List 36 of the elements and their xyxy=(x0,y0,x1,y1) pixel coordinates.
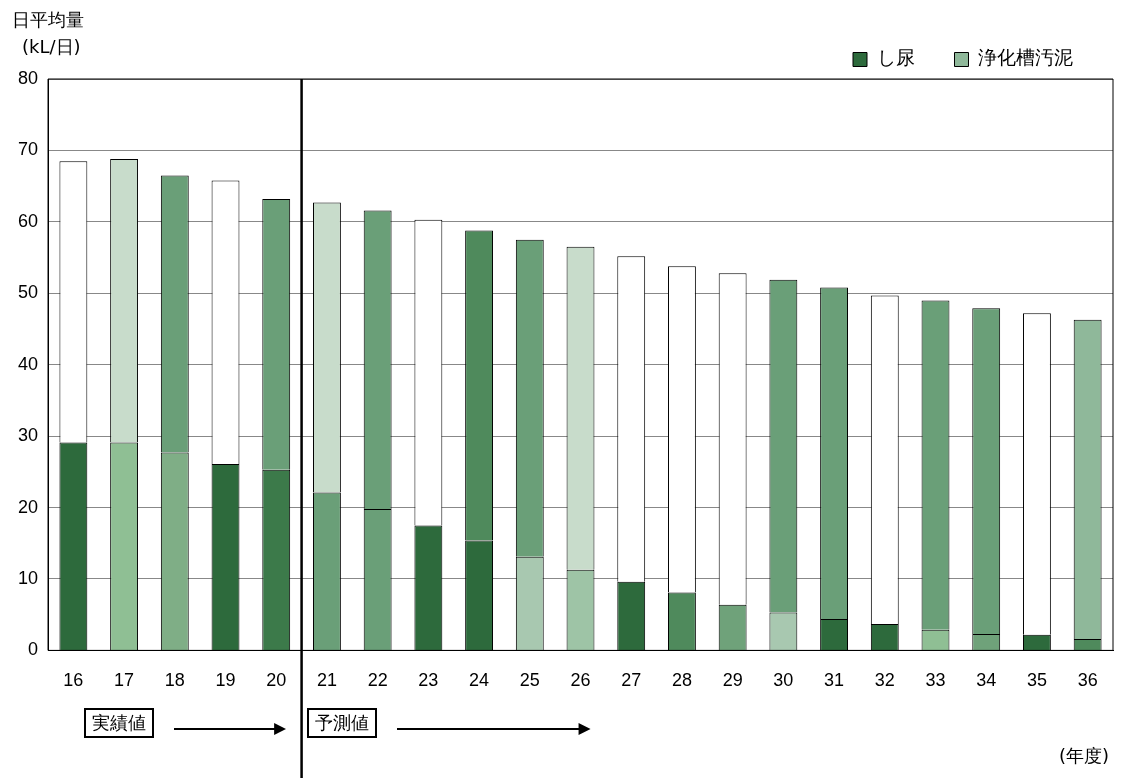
x-tick-label: 21 xyxy=(316,670,337,691)
x-tick-label: 23 xyxy=(418,670,439,691)
x-tick-label: 27 xyxy=(621,670,642,691)
x-tick-label: 19 xyxy=(215,670,236,691)
x-tick-label: 29 xyxy=(722,670,743,691)
x-tick-label: 16 xyxy=(63,670,84,691)
x-tick-label: 24 xyxy=(469,670,490,691)
legend-label: し尿 xyxy=(876,46,915,69)
x-tick-label: 30 xyxy=(773,670,794,691)
text: 予測値 xyxy=(306,708,377,738)
x-tick-label: 20 xyxy=(266,670,287,691)
x-tick-label: 32 xyxy=(874,670,895,691)
x-tick-label: 34 xyxy=(976,670,997,691)
x-tick-label: 18 xyxy=(164,670,185,691)
x-tick-label: 33 xyxy=(925,670,946,691)
y-tick-label: 80 xyxy=(17,67,39,88)
y-tick-label: 10 xyxy=(17,567,39,588)
legend-label: 浄化槽汚泥 xyxy=(978,46,1073,69)
y-tick-label: 60 xyxy=(17,210,39,231)
x-tick-label: 17 xyxy=(114,670,135,691)
x-tick-label: 26 xyxy=(570,670,591,691)
y-tick-label: 20 xyxy=(17,496,39,517)
x-tick-label: 22 xyxy=(367,670,388,691)
y-tick-label: 50 xyxy=(17,282,39,303)
y-tick-label: 30 xyxy=(17,425,39,446)
y-tick-label: 0 xyxy=(28,639,39,660)
y-tick-label: 40 xyxy=(17,353,39,374)
x-tick-label: 25 xyxy=(519,670,540,691)
y-axis-title: 日平均量 (kL/日) xyxy=(12,8,84,57)
x-tick-label: 31 xyxy=(824,670,845,691)
text: 実績値 xyxy=(84,708,155,738)
y-tick-label: 70 xyxy=(17,139,39,160)
x-axis-title: (年度) xyxy=(1058,744,1109,766)
x-tick-label: 35 xyxy=(1026,670,1047,691)
x-tick-label: 28 xyxy=(671,670,692,691)
x-tick-label: 36 xyxy=(1077,670,1098,691)
